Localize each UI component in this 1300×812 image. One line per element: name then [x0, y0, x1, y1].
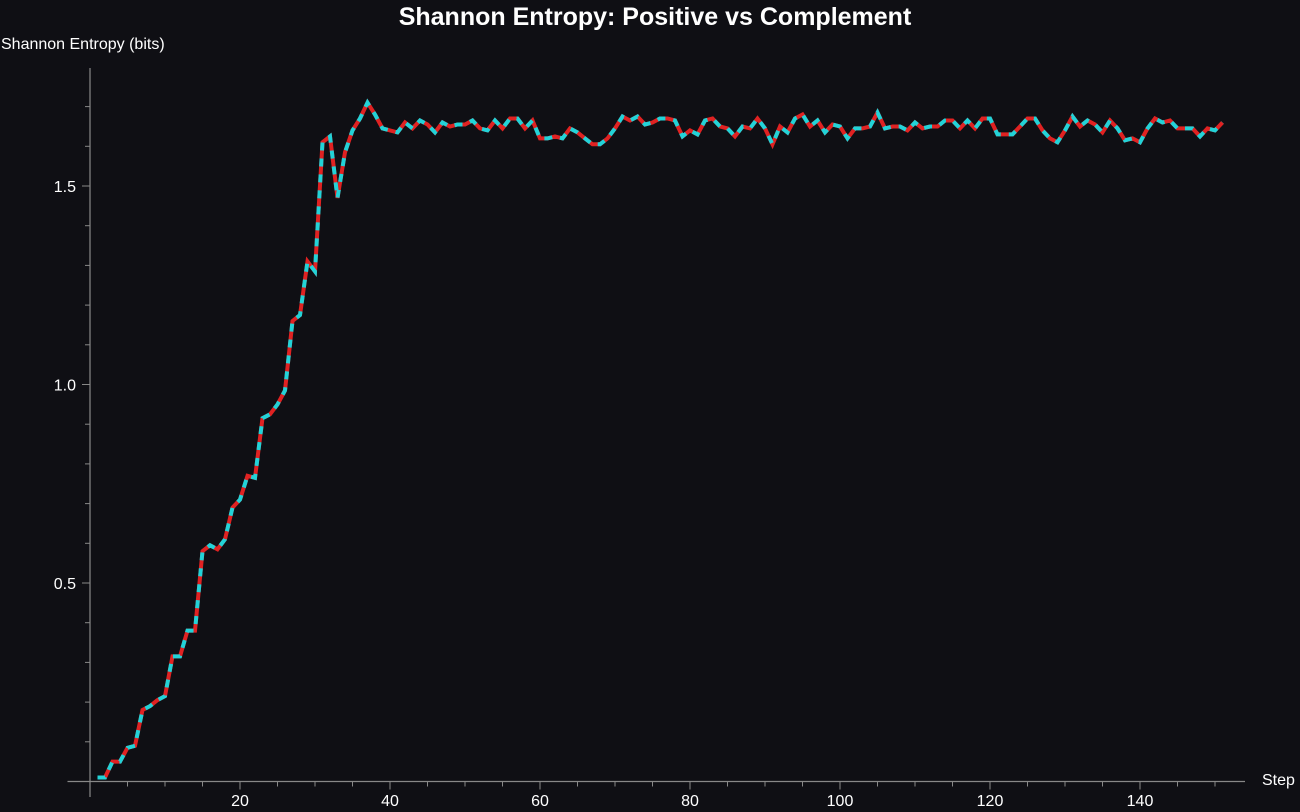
y-tick-label: 0.5 — [54, 576, 76, 593]
x-tick-label: 20 — [231, 793, 249, 810]
y-tick-label: 1.0 — [54, 378, 76, 395]
x-tick-label: 120 — [977, 793, 1004, 810]
y-axis-label: Shannon Entropy (bits) — [1, 36, 165, 53]
x-tick-label: 80 — [681, 793, 699, 810]
x-tick-label: 100 — [827, 793, 854, 810]
x-axis-label: Step — [1262, 772, 1295, 789]
series-line-2 — [97, 98, 1224, 780]
chart-title: Shannon Entropy: Positive vs Complement — [398, 3, 912, 31]
x-tick-label: 140 — [1127, 793, 1154, 810]
y-tick-label: 1.5 — [54, 179, 76, 196]
x-tick-label: 60 — [531, 793, 549, 810]
x-tick-label: 40 — [381, 793, 399, 810]
series-line-1 — [97, 98, 1224, 780]
